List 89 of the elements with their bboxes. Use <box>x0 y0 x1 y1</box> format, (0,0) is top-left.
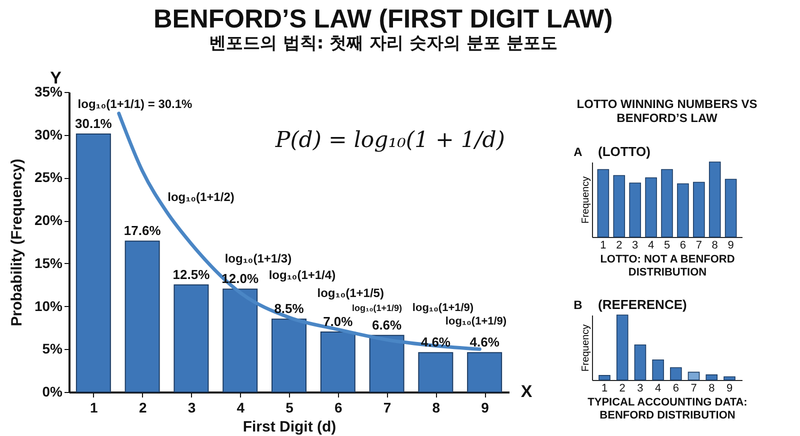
annotation: log₁₀(1+1/9) <box>352 303 402 313</box>
x-tick-label: 4 <box>655 382 662 394</box>
bar <box>661 169 673 238</box>
x-tick-label: 7 <box>383 400 392 416</box>
x-tick-label: 3 <box>632 240 638 252</box>
bar <box>369 334 404 392</box>
text: X <box>520 382 533 401</box>
y-tick-label: 20% <box>34 212 64 228</box>
x-tick-label: 6 <box>334 400 342 416</box>
bar <box>124 240 160 392</box>
bar <box>693 182 705 238</box>
x-tick-label: 3 <box>637 382 644 394</box>
y-axis-title: Frequency <box>580 176 592 224</box>
x-tick-label: 8 <box>712 240 718 252</box>
x-tick-label: 2 <box>619 382 626 394</box>
chart-title: BENFORD’S LAW (FIRST DIGIT LAW) <box>153 4 613 34</box>
x-axis-title: TYPICAL ACCOUNTING DATA: BENFORD DISTRIBUTION <box>588 396 748 422</box>
x-tick-label: 3 <box>188 400 196 416</box>
annotation: log₁₀(1+1/3) <box>224 252 292 266</box>
bar <box>598 375 610 380</box>
y-axis-title: Frequency <box>580 324 592 372</box>
annotation: log₁₀(1+1/4) <box>268 268 336 282</box>
bar <box>724 376 736 380</box>
x-tick-label: 8 <box>432 400 440 416</box>
bar <box>652 359 664 380</box>
x-tick-label: 1 <box>601 382 608 394</box>
bar <box>706 374 718 380</box>
x-tick-label: 9 <box>726 382 733 394</box>
x-tick-label: 1 <box>90 400 98 416</box>
bar <box>724 178 737 238</box>
text: B <box>574 298 583 312</box>
bar <box>320 332 356 392</box>
x-tick-label: 4 <box>648 240 654 252</box>
bar <box>677 183 689 238</box>
x-tick-label: 7 <box>690 382 697 394</box>
annotation: P(d) = log₁₀(1 + 1/d) <box>274 128 505 153</box>
bar <box>634 344 646 380</box>
bar <box>645 177 657 238</box>
chart-subtitle: 벤포드의 법칙: 첫째 자리 숫자의 분포 분포도 <box>208 34 558 54</box>
text: A <box>574 145 583 159</box>
annotation: log₁₀(1+1/9) <box>412 302 474 314</box>
x-tick-label: 5 <box>664 240 670 252</box>
x-tick-label: 9 <box>728 240 734 252</box>
x-tick-label: 8 <box>708 382 715 394</box>
x-axis-title: LOTTO: NOT A BENFORD DISTRIBUTION <box>600 254 735 278</box>
bar <box>174 284 209 392</box>
data-label: 8.5% <box>274 301 304 316</box>
x-tick-label: 9 <box>481 400 490 416</box>
data-label: 30.1% <box>75 116 112 131</box>
bar <box>708 162 721 238</box>
y-tick-label: 0% <box>42 384 64 400</box>
x-axis-title: First Digit (d) <box>242 418 336 436</box>
annotation: log₁₀(1+1/9) <box>445 316 507 328</box>
data-label: 7.0% <box>323 314 354 329</box>
y-tick-label: 25% <box>34 169 64 186</box>
bar <box>616 314 628 380</box>
y-tick-label: 5% <box>42 340 64 357</box>
x-tick-label: 6 <box>672 382 679 394</box>
chart-title: LOTTO WINNING NUMBERS VS BENFORD’S LAW <box>576 97 758 125</box>
annotation: log₁₀(1+1/2) <box>168 190 234 204</box>
bar <box>272 318 306 392</box>
x-tick-label: 5 <box>286 400 294 416</box>
chart-subtitle: (REFERENCE) <box>598 297 687 312</box>
x-tick-label: 2 <box>616 240 622 252</box>
bar <box>597 169 610 238</box>
annotation: log₁₀(1+1/1) = 30.1% <box>78 97 193 111</box>
y-tick-label: 10% <box>34 298 64 314</box>
annotation: log₁₀(1+1/5) <box>317 286 384 300</box>
data-label: 6.6% <box>372 317 402 332</box>
y-tick-label: 15% <box>34 254 64 271</box>
x-tick-label: 1 <box>600 240 606 252</box>
data-label: 4.6% <box>470 334 500 350</box>
data-label: 12.5% <box>172 266 210 282</box>
bar <box>688 372 700 380</box>
y-tick-label: 30% <box>34 126 64 142</box>
x-tick-label: 4 <box>236 400 245 416</box>
y-axis-title: Probability (Frequency) <box>8 158 26 326</box>
data-label: 17.6% <box>124 223 162 238</box>
bar <box>222 288 258 392</box>
bar <box>629 182 641 238</box>
bar <box>670 367 682 380</box>
bar <box>613 175 626 238</box>
x-tick-label: 6 <box>680 240 686 252</box>
x-tick-label: 7 <box>696 240 702 252</box>
bar <box>76 134 111 392</box>
chart-subtitle: (LOTTO) <box>598 144 650 159</box>
bar <box>467 352 502 392</box>
bar <box>418 352 454 392</box>
x-tick-label: 2 <box>138 400 147 416</box>
